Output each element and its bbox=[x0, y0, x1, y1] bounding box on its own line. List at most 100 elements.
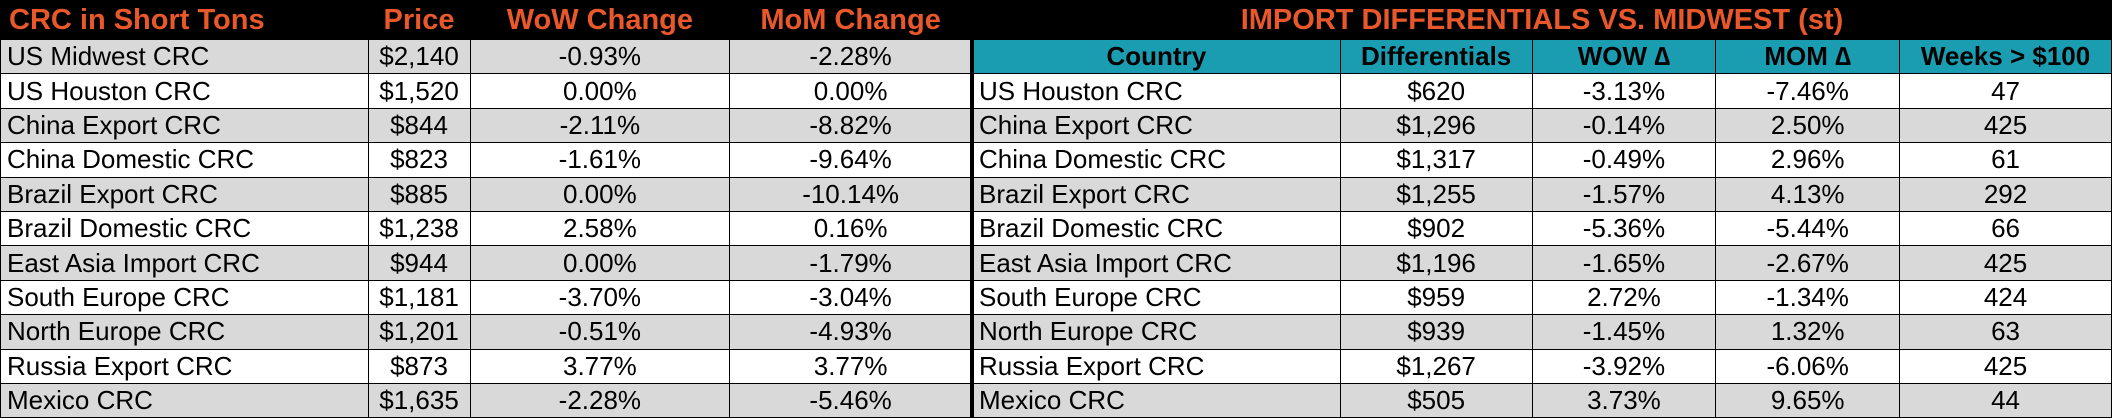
import-differentials-table-block: IMPORT DIFFERENTIALS VS. MIDWEST (st) Co… bbox=[972, 0, 2112, 418]
cell-value: $844 bbox=[367, 107, 471, 144]
row-label: North Europe CRC bbox=[0, 314, 369, 350]
cell-value: -0.49% bbox=[1531, 142, 1717, 178]
cell-value: $1,267 bbox=[1339, 348, 1533, 384]
cell-value: 0.00% bbox=[469, 176, 731, 212]
table-row: East Asia Import CRC $944 0.00% -1.79% bbox=[0, 245, 972, 281]
cell-value: -1.45% bbox=[1531, 314, 1717, 350]
cell-value: 0.16% bbox=[729, 210, 972, 247]
cell-value: -2.28% bbox=[469, 382, 731, 418]
cell-value: 9.65% bbox=[1715, 382, 1901, 418]
cell-value: $1,296 bbox=[1339, 107, 1533, 144]
header-crc-short-tons: CRC in Short Tons bbox=[0, 0, 369, 40]
cell-value: 0.00% bbox=[729, 73, 972, 109]
row-label: Russia Export CRC bbox=[972, 348, 1341, 384]
table-row: China Domestic CRC $823 -1.61% -9.64% bbox=[0, 142, 972, 178]
table-row: East Asia Import CRC $1,196 -1.65% -2.67% 42… bbox=[972, 245, 2112, 281]
header-price: Price bbox=[367, 0, 471, 40]
cell-value: $1,635 bbox=[367, 382, 471, 418]
cell-value: 2.58% bbox=[469, 210, 731, 247]
cell-value: -1.57% bbox=[1531, 176, 1717, 212]
header-mom-delta: MOM ∆ bbox=[1715, 38, 1901, 75]
cell-value: -1.79% bbox=[729, 245, 972, 281]
table-row: US Midwest CRC $2,140 -0.93% -2.28% bbox=[0, 38, 972, 75]
cell-value: $944 bbox=[367, 245, 471, 281]
cell-value: -4.93% bbox=[729, 314, 972, 350]
row-label: US Houston CRC bbox=[972, 73, 1341, 109]
cell-value: 425 bbox=[1899, 245, 2112, 281]
row-label: China Domestic CRC bbox=[972, 142, 1341, 178]
table-row: China Domestic CRC $1,317 -0.49% 2.96% 61 bbox=[972, 142, 2112, 178]
table-row: US Houston CRC $620 -3.13% -7.46% 47 bbox=[972, 73, 2112, 109]
cell-value: 2.50% bbox=[1715, 107, 1901, 144]
cell-value: $505 bbox=[1339, 382, 1533, 418]
cell-value: -8.82% bbox=[729, 107, 972, 144]
row-label: Brazil Export CRC bbox=[0, 176, 369, 212]
table-row: China Export CRC $844 -2.11% -8.82% bbox=[0, 107, 972, 144]
cell-value: 3.77% bbox=[469, 348, 731, 384]
cell-value: -0.93% bbox=[469, 38, 731, 75]
row-label: Mexico CRC bbox=[972, 382, 1341, 418]
cell-value: $1,238 bbox=[367, 210, 471, 247]
cell-value: $823 bbox=[367, 142, 471, 178]
cell-value: $885 bbox=[367, 176, 471, 212]
table-row: South Europe CRC $959 2.72% -1.34% 424 bbox=[972, 279, 2112, 316]
table-row: Russia Export CRC $873 3.77% 3.77% bbox=[0, 348, 972, 384]
table-divider bbox=[970, 0, 974, 417]
cell-value: -2.67% bbox=[1715, 245, 1901, 281]
row-label: China Domestic CRC bbox=[0, 142, 369, 178]
cell-value: -0.14% bbox=[1531, 107, 1717, 144]
crc-price-table: CRC in Short Tons Price WoW Change MoM C… bbox=[0, 0, 972, 418]
cell-value: 292 bbox=[1899, 176, 2112, 212]
row-label: Brazil Domestic CRC bbox=[0, 210, 369, 247]
cell-value: 425 bbox=[1899, 348, 2112, 384]
table-row: China Export CRC $1,296 -0.14% 2.50% 425 bbox=[972, 107, 2112, 144]
cell-value: $1,317 bbox=[1339, 142, 1533, 178]
cell-value: -2.28% bbox=[729, 38, 972, 75]
table-row: Brazil Domestic CRC $902 -5.36% -5.44% 66 bbox=[972, 210, 2112, 247]
row-label: China Export CRC bbox=[972, 107, 1341, 144]
cell-value: -5.44% bbox=[1715, 210, 1901, 247]
header-wow-change: WoW Change bbox=[469, 0, 731, 40]
table-row: Mexico CRC $1,635 -2.28% -5.46% bbox=[0, 382, 972, 418]
cell-value: -7.46% bbox=[1715, 73, 1901, 109]
cell-value: $959 bbox=[1339, 279, 1533, 316]
cell-value: 2.72% bbox=[1531, 279, 1717, 316]
row-label: South Europe CRC bbox=[972, 279, 1341, 316]
header-country: Country bbox=[972, 38, 1341, 75]
cell-value: -1.65% bbox=[1531, 245, 1717, 281]
table-row: US Houston CRC $1,520 0.00% 0.00% bbox=[0, 73, 972, 109]
cell-value: $902 bbox=[1339, 210, 1533, 247]
table-row: Brazil Export CRC $885 0.00% -10.14% bbox=[0, 176, 972, 212]
cell-value: -1.61% bbox=[469, 142, 731, 178]
cell-value: 3.77% bbox=[729, 348, 972, 384]
row-label: North Europe CRC bbox=[972, 314, 1341, 350]
row-label: Brazil Export CRC bbox=[972, 176, 1341, 212]
cell-value: -10.14% bbox=[729, 176, 972, 212]
row-label: US Houston CRC bbox=[0, 73, 369, 109]
import-differentials-title: IMPORT DIFFERENTIALS VS. MIDWEST (st) bbox=[972, 0, 2112, 40]
cell-value: 3.73% bbox=[1531, 382, 1717, 418]
cell-value: -2.11% bbox=[469, 107, 731, 144]
import-differentials-table: IMPORT DIFFERENTIALS VS. MIDWEST (st) Co… bbox=[972, 0, 2112, 418]
crc-price-table-block: CRC in Short Tons Price WoW Change MoM C… bbox=[0, 0, 972, 418]
cell-value: $873 bbox=[367, 348, 471, 384]
cell-value: -3.92% bbox=[1531, 348, 1717, 384]
cell-value: -3.04% bbox=[729, 279, 972, 316]
cell-value: $1,181 bbox=[367, 279, 471, 316]
cell-value: $1,201 bbox=[367, 314, 471, 350]
table-row: Brazil Export CRC $1,255 -1.57% 4.13% 292 bbox=[972, 176, 2112, 212]
row-label: South Europe CRC bbox=[0, 279, 369, 316]
cell-value: 47 bbox=[1899, 73, 2112, 109]
cell-value: 1.32% bbox=[1715, 314, 1901, 350]
import-differentials-header: Country Differentials WOW ∆ MOM ∆ Weeks … bbox=[972, 38, 2112, 75]
header-weeks-over-100: Weeks > $100 bbox=[1899, 38, 2112, 75]
cell-value: 0.00% bbox=[469, 245, 731, 281]
cell-value: -3.13% bbox=[1531, 73, 1717, 109]
table-row: North Europe CRC $939 -1.45% 1.32% 63 bbox=[972, 314, 2112, 350]
table-row: Russia Export CRC $1,267 -3.92% -6.06% 425 bbox=[972, 348, 2112, 384]
cell-value: 0.00% bbox=[469, 73, 731, 109]
header-wow-delta: WOW ∆ bbox=[1531, 38, 1717, 75]
row-label: Russia Export CRC bbox=[0, 348, 369, 384]
cell-value: 2.96% bbox=[1715, 142, 1901, 178]
cell-value: -9.64% bbox=[729, 142, 972, 178]
